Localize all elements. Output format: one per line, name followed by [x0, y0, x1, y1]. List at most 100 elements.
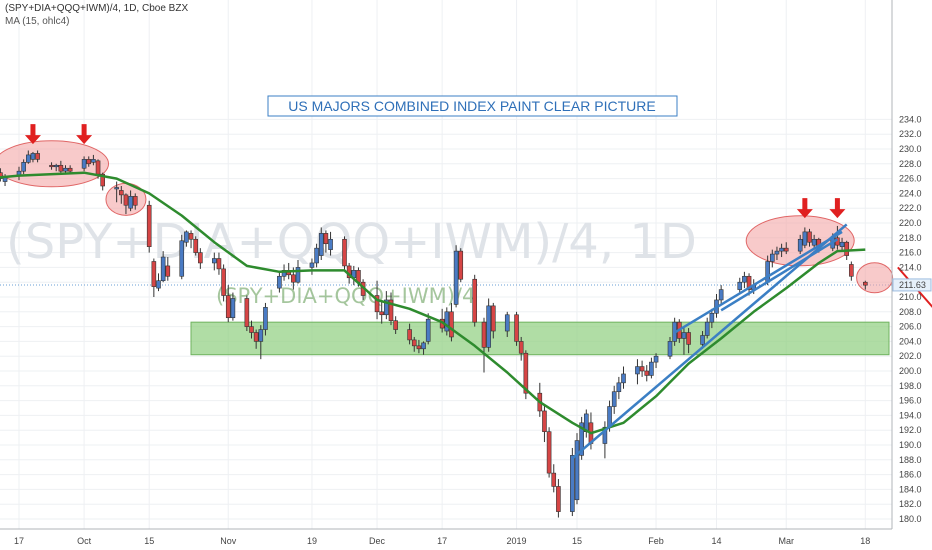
x-tick-label: Mar: [779, 536, 795, 546]
candle-body: [0, 172, 3, 179]
candle-body: [844, 241, 850, 256]
y-tick-label: 182.0: [899, 499, 922, 509]
y-tick-label: 196.0: [899, 396, 922, 406]
candle-body: [742, 275, 747, 283]
last-price-tag: [892, 278, 932, 292]
candle-body: [797, 238, 803, 252]
candle-body: [570, 455, 575, 512]
candle-body: [388, 299, 394, 321]
candle-body: [318, 233, 324, 256]
candle-body: [681, 332, 687, 339]
candle-body: [514, 314, 519, 342]
candle-body: [709, 312, 715, 323]
candle-body: [639, 366, 645, 372]
candle-body: [249, 326, 254, 333]
candle-body: [179, 240, 185, 277]
candle-body: [323, 233, 329, 245]
y-tick-label: 228.0: [899, 159, 922, 169]
candle-body: [146, 204, 152, 247]
ma-layer: [0, 171, 866, 435]
candle-body: [160, 256, 166, 282]
candle-body: [574, 440, 580, 501]
candle-body: [490, 305, 496, 332]
y-tick-label: 230.0: [899, 144, 922, 154]
candle-body: [188, 233, 194, 240]
candle-body: [128, 196, 133, 209]
symbol-watermark: (SPY+DIA+QQQ+IWM)/4, 1D: [6, 214, 697, 270]
candle-body: [30, 153, 36, 160]
price-tag-layer: 211.63: [892, 278, 932, 292]
candle-body: [35, 153, 40, 160]
candle-body: [291, 274, 296, 283]
candle-body: [704, 321, 710, 336]
candle-body: [472, 278, 478, 323]
candle-body: [667, 341, 673, 357]
candle-body: [91, 159, 96, 163]
candle-body: [393, 320, 398, 330]
candle-body: [184, 231, 189, 243]
zone-watermark-layer: (SPY+DIA+QQQ+IWM)/4: [216, 284, 475, 308]
candle-body: [523, 352, 529, 394]
candle-body: [779, 247, 784, 252]
candle-body: [212, 258, 217, 264]
watermark-layer: (SPY+DIA+QQQ+IWM)/4, 1D: [6, 214, 697, 270]
candle-body: [802, 231, 808, 246]
arrow-layer: [24, 124, 932, 308]
projection-arrow-shaft: [897, 266, 932, 308]
candle-body: [774, 250, 780, 255]
candle-body: [449, 311, 454, 338]
candle-layer: [0, 150, 868, 518]
y-tick-label: 224.0: [899, 188, 922, 198]
candle-body: [25, 154, 31, 163]
support-zone-layer: [190, 321, 890, 356]
candle-body: [230, 298, 236, 319]
candle-body: [765, 261, 770, 283]
candle-body: [132, 196, 138, 206]
candle-body: [119, 190, 124, 196]
candle-body: [100, 173, 105, 187]
down-arrow-marker: [24, 124, 41, 145]
candle-body: [225, 295, 231, 319]
x-tick-label: 15: [144, 536, 154, 546]
candle-body: [411, 339, 417, 347]
candle-body: [407, 329, 412, 341]
x-tick-label: Oct: [77, 536, 92, 546]
candle-body: [839, 241, 845, 247]
moving-average-line: [0, 171, 866, 435]
support-zone: [190, 321, 890, 356]
candle-body: [504, 314, 510, 332]
candle-body: [769, 253, 775, 262]
y-tick-label: 186.0: [899, 470, 922, 480]
candle-body: [616, 382, 622, 393]
y-tick-label: 202.0: [899, 351, 922, 361]
candle-body: [862, 281, 868, 286]
candle-body: [649, 361, 654, 376]
y-tick-label: 200.0: [899, 366, 922, 376]
candle-body: [123, 194, 129, 206]
zone-watermark: (SPY+DIA+QQQ+IWM)/4: [216, 284, 475, 308]
y-tick-label: 210.0: [899, 292, 922, 302]
trendline-layer: [571, 223, 848, 460]
candle-body: [602, 426, 608, 444]
candle-body: [309, 262, 315, 268]
candle-body: [458, 250, 464, 280]
indicator-legend: MA (15, ohlc4): [5, 16, 70, 27]
candle-body: [21, 162, 26, 172]
down-arrow-marker: [796, 198, 813, 219]
candle-body: [849, 264, 854, 277]
down-arrow-marker: [829, 198, 846, 219]
candle-body: [444, 311, 450, 332]
candle-body: [807, 231, 812, 243]
y-tick-label: 198.0: [899, 381, 922, 391]
candle-body: [95, 160, 101, 175]
candle-body: [277, 275, 282, 289]
candle-body: [644, 370, 650, 376]
candle-body: [621, 373, 626, 384]
candle-body: [156, 280, 161, 289]
candle-body: [295, 267, 301, 283]
candle-body: [374, 295, 380, 313]
candle-body: [263, 307, 268, 330]
y-tick-label: 218.0: [899, 233, 922, 243]
